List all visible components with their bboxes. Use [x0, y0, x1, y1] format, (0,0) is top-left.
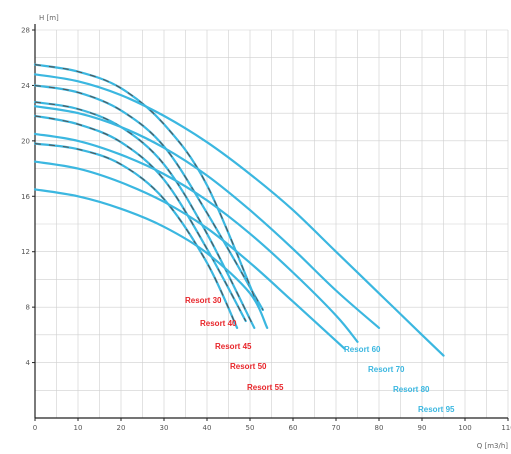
x-axis-label: Q [m3/h] — [477, 442, 509, 450]
x-tick-label: 30 — [160, 424, 169, 432]
x-tick-label: 70 — [332, 424, 341, 432]
y-tick-label: 24 — [21, 82, 30, 90]
y-tick-label: 20 — [21, 137, 30, 145]
curve-resort-70 — [33, 160, 346, 350]
label-resort-40: Resort 40 — [200, 319, 237, 328]
curve-resort-95 — [33, 105, 381, 329]
x-tick-label: 60 — [289, 424, 298, 432]
x-tick-label: 90 — [418, 424, 427, 432]
x-tick-label: 40 — [203, 424, 212, 432]
curve-resort-30 — [33, 142, 239, 329]
y-tick-label: 28 — [21, 27, 30, 35]
label-resort-70: Resort 70 — [368, 365, 405, 374]
curves — [33, 63, 445, 357]
curve-dashes-resort-45 — [34, 101, 255, 329]
x-tick-label: 100 — [458, 424, 471, 432]
curve-resort-110 — [33, 73, 445, 357]
y-tick-label: 12 — [21, 248, 30, 256]
x-tick-label: 80 — [375, 424, 384, 432]
x-tick-label: 10 — [74, 424, 83, 432]
grid — [34, 29, 509, 419]
x-tick-label: 20 — [117, 424, 126, 432]
label-resort-95: Resort 95 — [418, 405, 455, 414]
y-axis-label: H [m] — [39, 14, 59, 22]
label-resort-60: Resort 60 — [344, 345, 381, 354]
axes: 0 10 20 30 40 50 60 70 80 90 100 110 4 8 12 16 20 24 28 H [… — [21, 14, 511, 450]
x-tick-label: 110 — [501, 424, 511, 432]
y-tick-label: 8 — [26, 304, 30, 312]
y-tick-label: 4 — [26, 359, 31, 367]
label-resort-80: Resort 80 — [393, 385, 430, 394]
curve-resort-60 — [33, 188, 269, 329]
x-tick-label: 50 — [246, 424, 255, 432]
y-tick-label: 16 — [21, 193, 30, 201]
label-resort-50: Resort 50 — [230, 362, 267, 371]
curve-dashes-resort-55 — [34, 64, 260, 308]
series-labels: Resort 30 Resort 40 Resort 45 Resort 50 Reso… — [185, 296, 455, 414]
x-tick-label: 0 — [33, 424, 37, 432]
label-resort-30: Resort 30 — [185, 296, 222, 305]
label-resort-55: Resort 55 — [247, 383, 284, 392]
label-resort-45: Resort 45 — [215, 342, 252, 351]
curve-resort-80 — [33, 132, 359, 343]
